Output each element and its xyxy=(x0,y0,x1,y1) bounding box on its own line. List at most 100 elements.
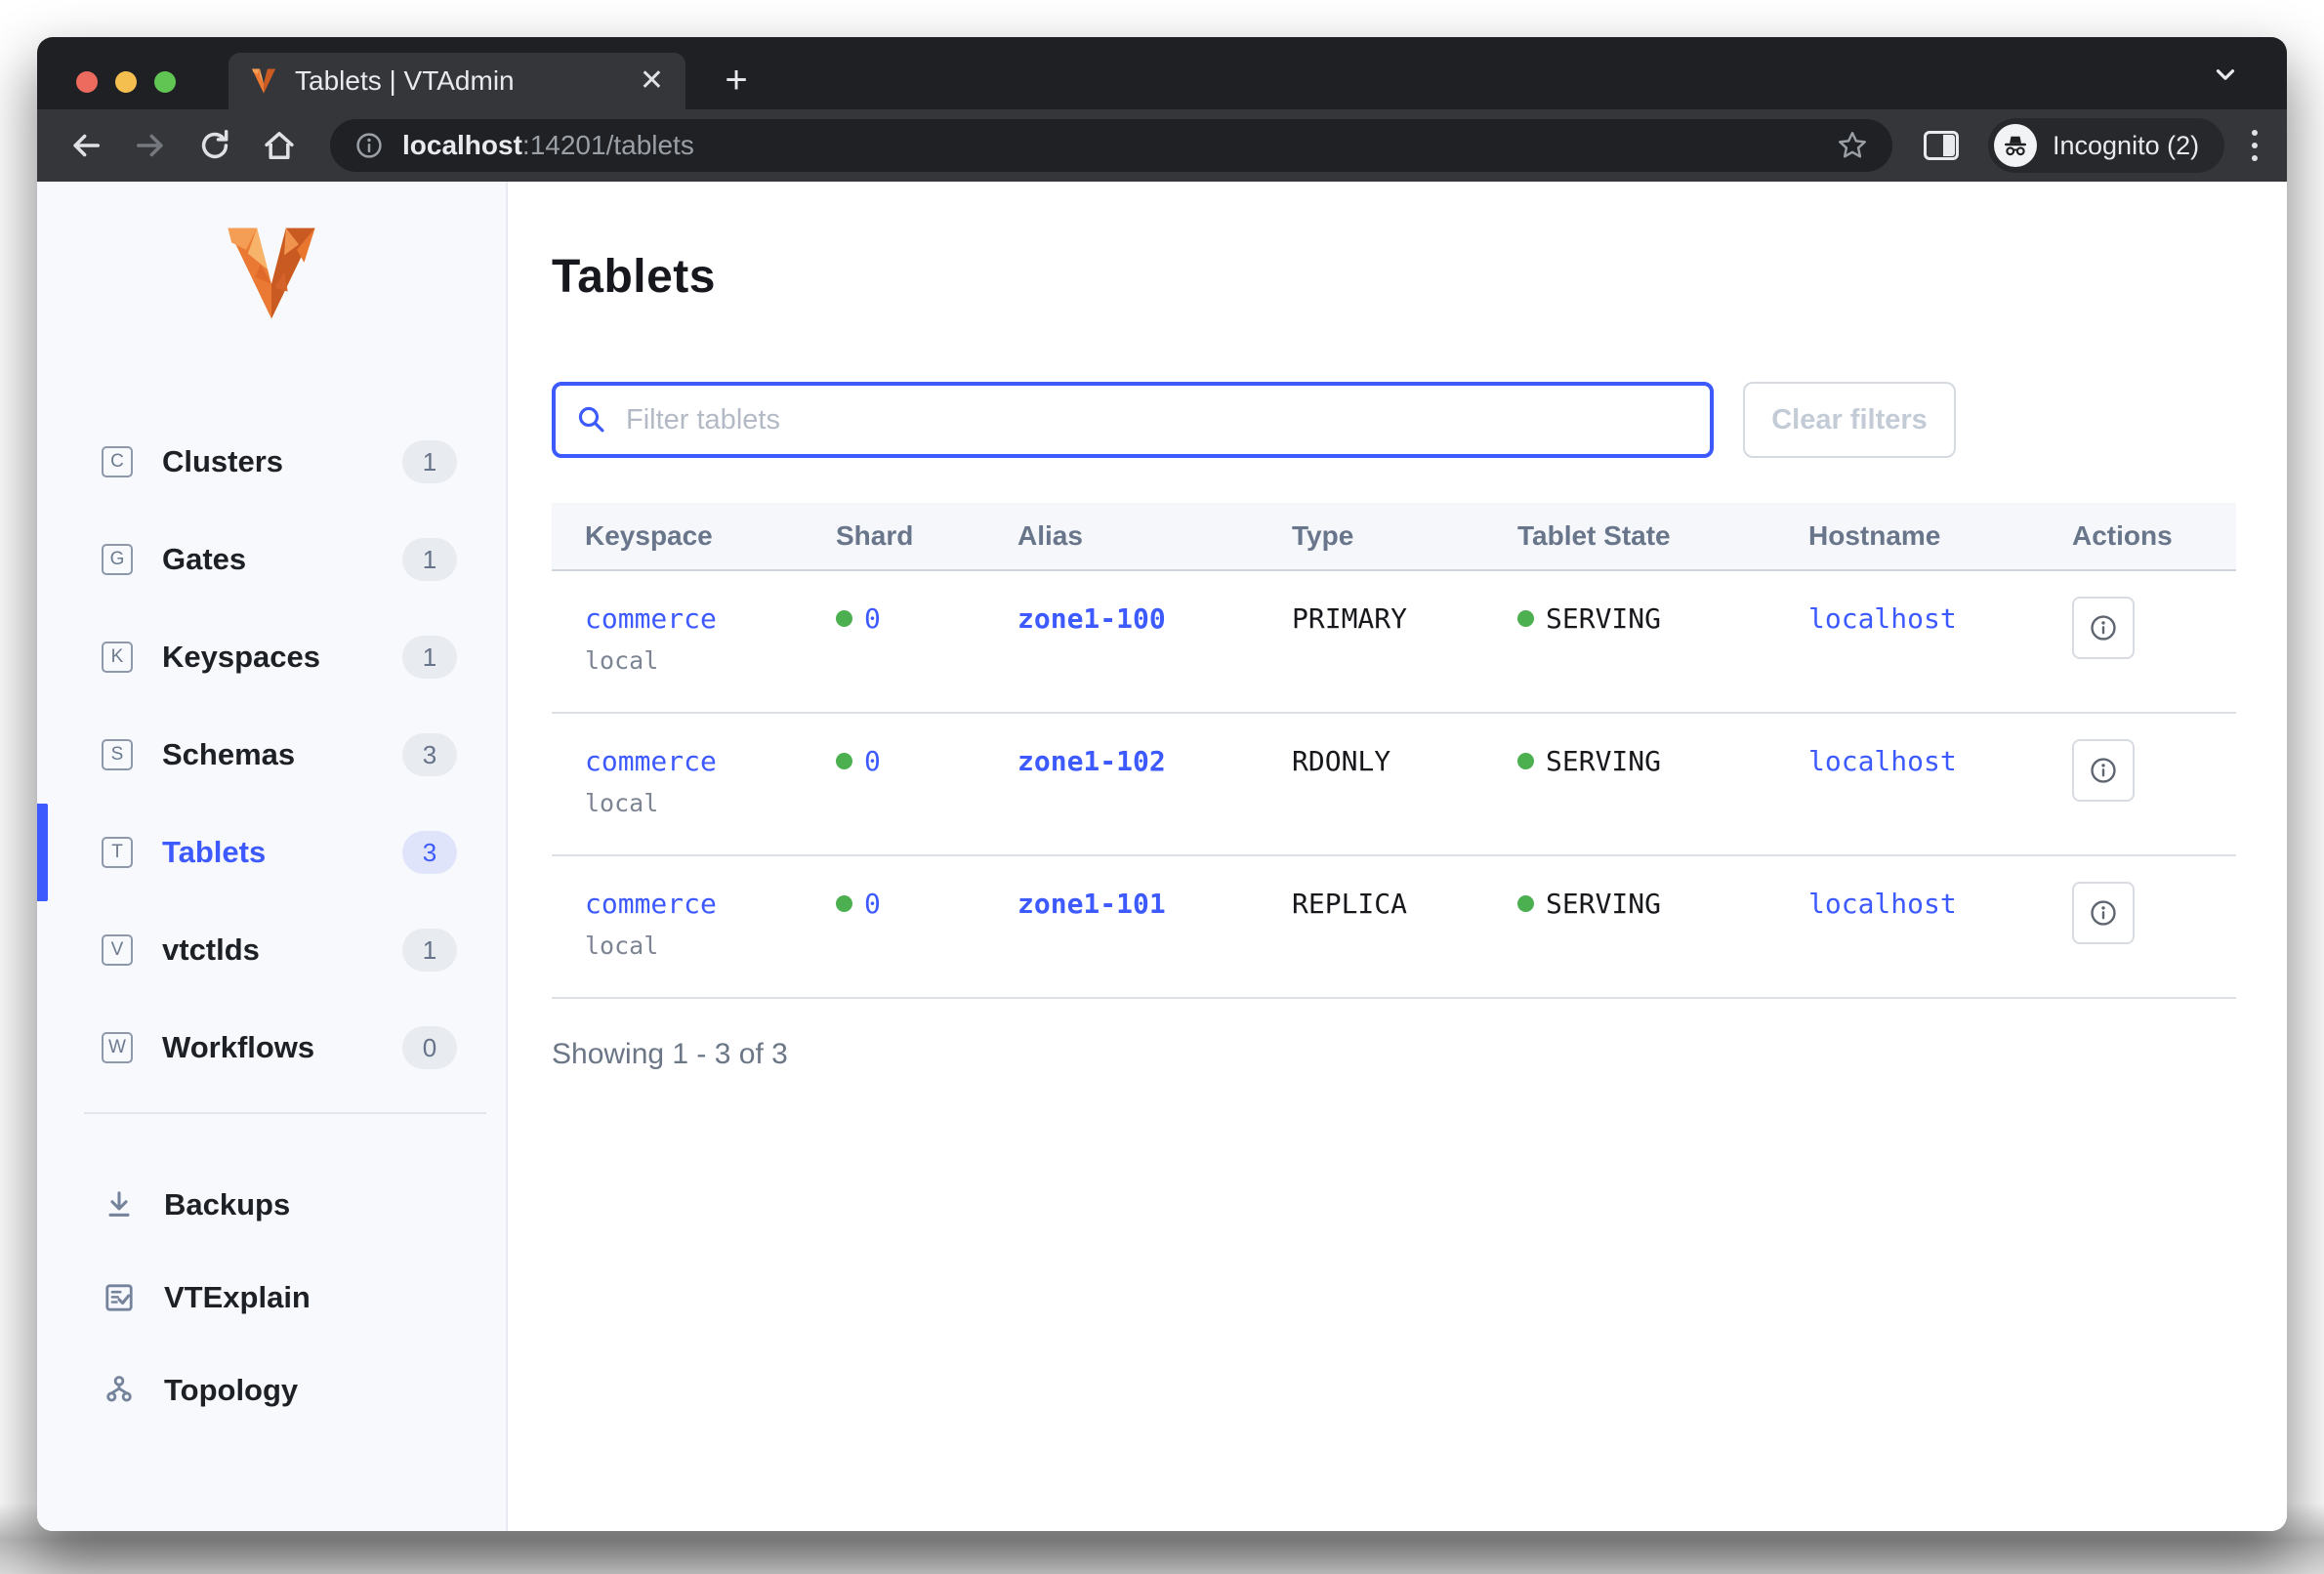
alias-link[interactable]: zone1-101 xyxy=(1017,888,1166,920)
tablet-info-button[interactable] xyxy=(2072,739,2135,802)
browser-window: Tablets | VTAdmin ✕ + localhost:14201/ta… xyxy=(37,37,2287,1531)
count-badge: 1 xyxy=(402,929,457,972)
alias-cell: zone1-101 xyxy=(984,888,1259,920)
url-text: localhost:14201/tablets xyxy=(402,130,1818,161)
tablet-info-button[interactable] xyxy=(2072,597,2135,659)
hostname-cell: localhost xyxy=(1775,745,2039,777)
count-badge: 3 xyxy=(402,733,457,776)
sidebar-nav: C Clusters 1 G Gates 1 K Keyspaces 1 xyxy=(37,413,506,1097)
page-info-icon[interactable] xyxy=(353,130,385,161)
keyspace-link[interactable]: commerce xyxy=(585,888,717,920)
incognito-icon xyxy=(2005,136,2026,156)
minimize-window-button[interactable] xyxy=(115,71,137,93)
column-header-actions: Actions xyxy=(2072,520,2173,551)
sidebar-item-label: Gates xyxy=(162,542,247,576)
sidebar-item-schemas[interactable]: S Schemas 3 xyxy=(37,706,506,804)
tab-search-chevron-icon[interactable] xyxy=(2211,61,2240,95)
page-content: C Clusters 1 G Gates 1 K Keyspaces 1 xyxy=(37,182,2287,1531)
sidebar-item-backups[interactable]: Backups xyxy=(37,1158,506,1251)
count-badge: 1 xyxy=(402,636,457,679)
sidebar-item-vtexplain[interactable]: VTExplain xyxy=(37,1251,506,1344)
bookmark-star-icon[interactable] xyxy=(1836,129,1869,162)
shard-link[interactable]: 0 xyxy=(864,888,881,920)
shard-link[interactable]: 0 xyxy=(864,602,881,635)
tablet-state-cell: SERVING xyxy=(1484,602,1775,635)
tablet-state-cell: SERVING xyxy=(1484,745,1775,777)
browser-menu-icon[interactable] xyxy=(2252,130,2259,161)
type-cell: RDONLY xyxy=(1292,745,1391,777)
back-button[interactable] xyxy=(64,124,107,167)
sidebar-item-tablets[interactable]: T Tablets 3 xyxy=(37,804,506,901)
keyspace-cell: commerce local xyxy=(552,888,803,960)
alias-link[interactable]: zone1-102 xyxy=(1017,745,1166,777)
hostname-link[interactable]: localhost xyxy=(1808,888,1957,920)
tablets-letter-icon: T xyxy=(102,837,133,868)
filter-row: Clear filters xyxy=(552,382,2236,458)
keyspace-link[interactable]: commerce xyxy=(585,602,717,635)
browser-toolbar: localhost:14201/tablets Incognito (2) xyxy=(37,109,2287,182)
fullscreen-window-button[interactable] xyxy=(154,71,176,93)
close-window-button[interactable] xyxy=(76,71,98,93)
incognito-badge[interactable]: Incognito (2) xyxy=(1988,118,2225,173)
sidebar-item-topology[interactable]: Topology xyxy=(37,1344,506,1436)
new-tab-button[interactable]: + xyxy=(725,58,748,102)
vitess-logo[interactable] xyxy=(37,223,506,330)
sidebar-item-label: Schemas xyxy=(162,737,296,771)
side-panel-icon[interactable] xyxy=(1924,131,1959,160)
filter-tablets-input[interactable] xyxy=(552,382,1714,458)
shard-link[interactable]: 0 xyxy=(864,745,881,777)
sidebar-item-keyspaces[interactable]: K Keyspaces 1 xyxy=(37,608,506,706)
vitess-logo-icon xyxy=(228,228,315,319)
cluster-label: local xyxy=(585,646,659,675)
table-row: commerce local 0 zone1-101 REPLICA SERVI… xyxy=(552,856,2236,999)
sidebar-item-label: Workflows xyxy=(162,1030,315,1064)
cluster-label: local xyxy=(585,789,659,817)
vtctlds-letter-icon: V xyxy=(102,934,133,966)
shard-cell: 0 xyxy=(803,745,984,777)
sidebar-secondary-nav: Backups VTExplain xyxy=(37,1158,506,1436)
column-header-tablet-state: Tablet State xyxy=(1517,520,1671,551)
gates-letter-icon: G xyxy=(102,544,133,575)
clear-filters-button[interactable]: Clear filters xyxy=(1743,382,1956,458)
workflows-letter-icon: W xyxy=(102,1032,133,1063)
info-icon xyxy=(2091,758,2116,783)
shard-cell: 0 xyxy=(803,888,984,920)
tablet-state-label: SERVING xyxy=(1546,602,1662,635)
tablet-info-button[interactable] xyxy=(2072,882,2135,944)
sidebar-item-workflows[interactable]: W Workflows 0 xyxy=(37,999,506,1097)
shard-cell: 0 xyxy=(803,602,984,635)
forward-button[interactable] xyxy=(129,124,172,167)
sidebar-item-label: Topology xyxy=(164,1372,299,1407)
keyspaces-letter-icon: K xyxy=(102,642,133,673)
sidebar-item-clusters[interactable]: C Clusters 1 xyxy=(37,413,506,511)
shard-status-dot xyxy=(836,895,852,912)
sidebar-item-gates[interactable]: G Gates 1 xyxy=(37,511,506,608)
tablet-state-label: SERVING xyxy=(1546,888,1662,920)
sidebar-item-vtctlds[interactable]: V vtctlds 1 xyxy=(37,901,506,999)
sidebar-divider xyxy=(84,1112,486,1114)
sidebar-item-label: vtctlds xyxy=(162,932,260,967)
hostname-cell: localhost xyxy=(1775,602,2039,635)
close-tab-icon[interactable]: ✕ xyxy=(639,64,664,97)
serving-status-dot xyxy=(1517,610,1534,627)
hostname-link[interactable]: localhost xyxy=(1808,602,1957,635)
tablet-state-cell: SERVING xyxy=(1484,888,1775,920)
keyspace-link[interactable]: commerce xyxy=(585,745,717,777)
keyspace-cell: commerce local xyxy=(552,745,803,817)
url-bar[interactable]: localhost:14201/tablets xyxy=(330,119,1892,172)
sidebar-item-label: Tablets xyxy=(162,835,267,869)
pagination-summary: Showing 1 - 3 of 3 xyxy=(552,1038,788,1070)
vitess-favicon-icon xyxy=(252,68,275,94)
type-cell: REPLICA xyxy=(1292,888,1408,920)
alias-link[interactable]: zone1-100 xyxy=(1017,602,1166,635)
home-button[interactable] xyxy=(258,124,301,167)
tab-title: Tablets | VTAdmin xyxy=(295,65,515,96)
reload-button[interactable] xyxy=(193,124,236,167)
active-indicator xyxy=(37,804,48,901)
actions-cell xyxy=(2039,739,2236,802)
type-cell: PRIMARY xyxy=(1292,602,1408,635)
hostname-link[interactable]: localhost xyxy=(1808,745,1957,777)
browser-tab[interactable]: Tablets | VTAdmin ✕ xyxy=(228,53,685,109)
column-header-hostname: Hostname xyxy=(1808,520,1941,551)
tab-strip: Tablets | VTAdmin ✕ + xyxy=(37,37,2287,109)
